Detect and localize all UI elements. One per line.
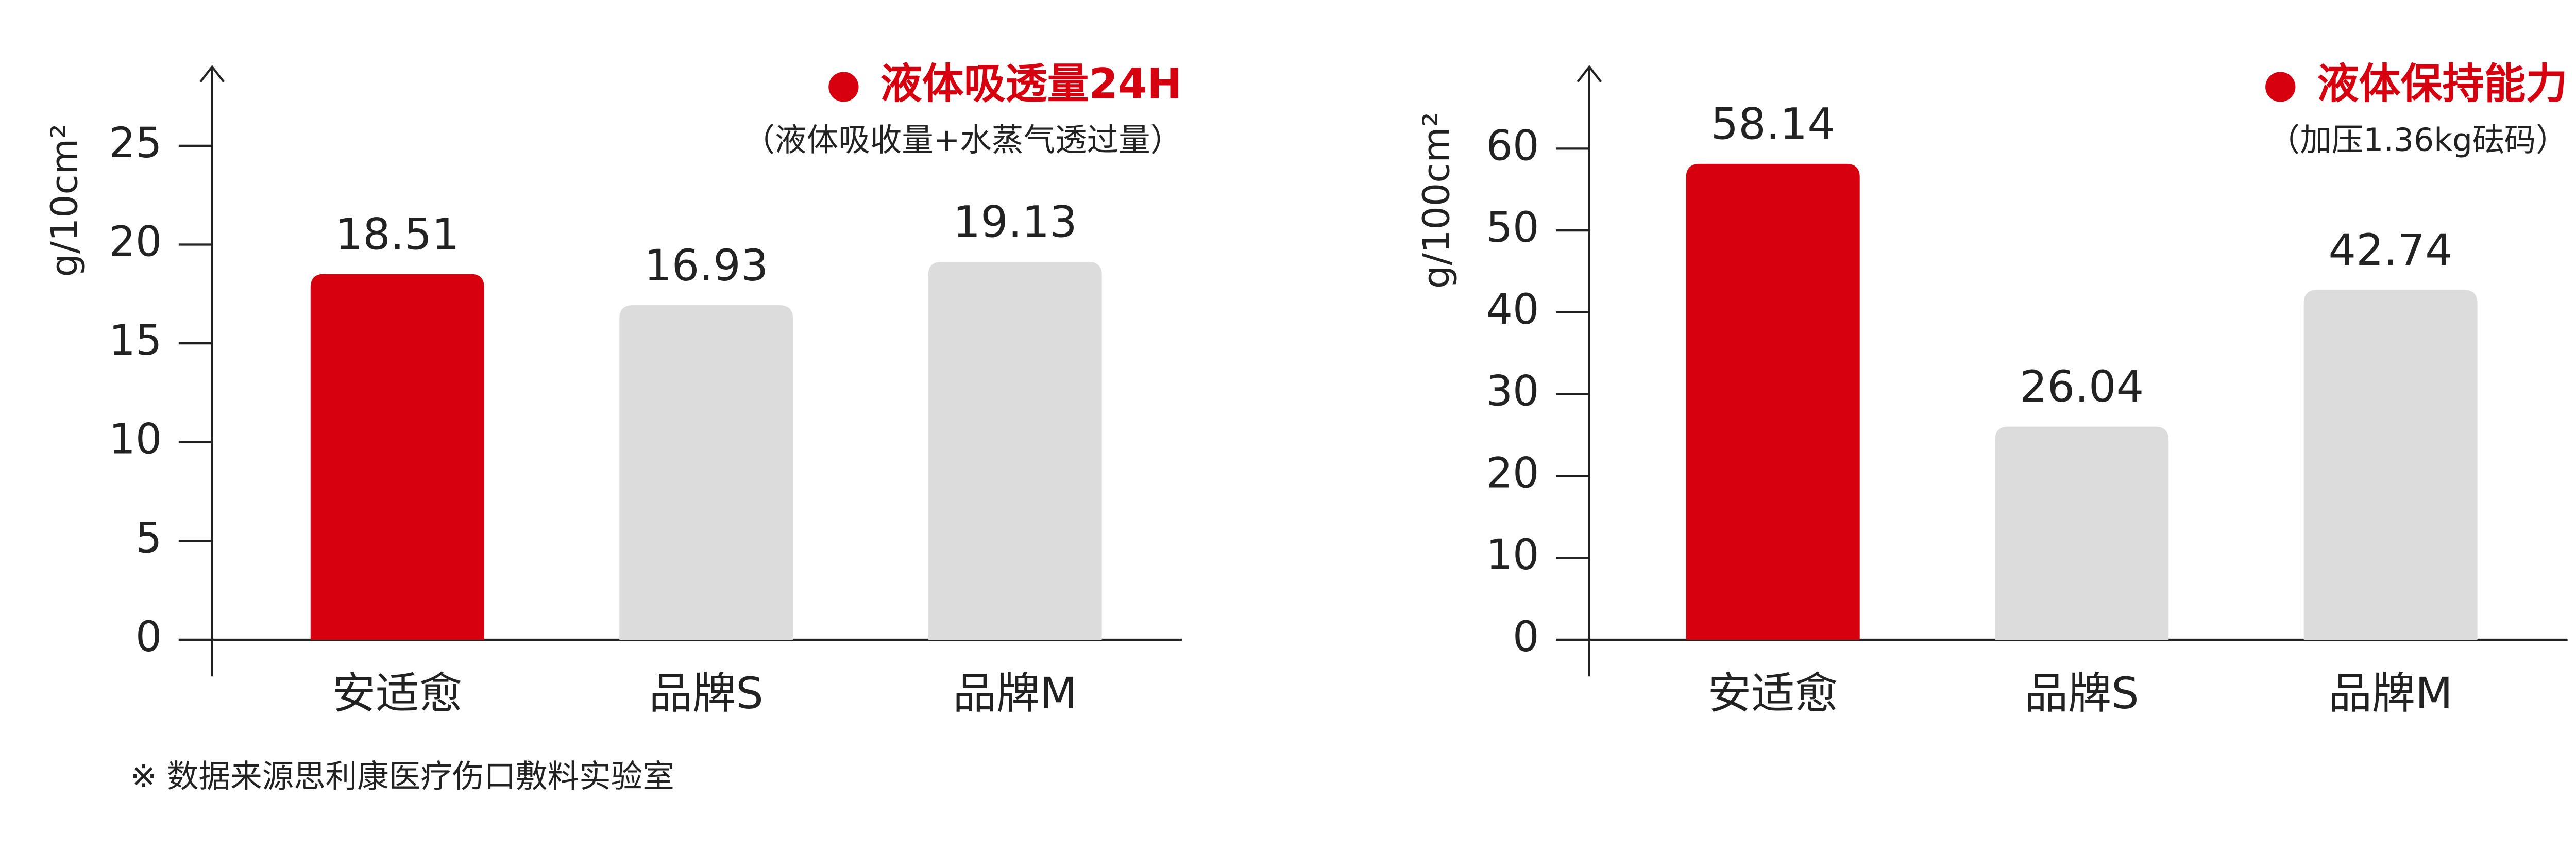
value-label: 26.04 xyxy=(2020,361,2144,412)
bar xyxy=(1995,426,2169,640)
y-tick-label: 20 xyxy=(1486,449,1539,497)
value-label: 18.51 xyxy=(335,209,460,259)
bar xyxy=(2303,290,2478,640)
footnote: ※ 数据来源思利康医疗伤口敷料实验室 xyxy=(130,758,674,795)
y-axis-label: g/10cm² xyxy=(43,124,86,277)
axis-arrow xyxy=(1577,65,1602,83)
y-tick-label: 50 xyxy=(1486,204,1539,252)
y-tick-label: 25 xyxy=(109,119,162,168)
title-dot xyxy=(828,72,859,102)
bar xyxy=(928,261,1102,640)
y-axis-label: g/100cm² xyxy=(1415,112,1458,289)
y-tick-label: 40 xyxy=(1486,286,1539,334)
y-tick-label: 15 xyxy=(109,317,162,365)
bar xyxy=(1686,163,1860,640)
value-label: 16.93 xyxy=(644,240,768,291)
y-tick-label: 60 xyxy=(1486,122,1539,170)
y-tick-label: 10 xyxy=(109,415,162,464)
bar xyxy=(310,274,484,640)
x-tick-label: 品牌M xyxy=(953,668,1077,719)
value-label: 58.14 xyxy=(1711,99,1835,149)
y-tick-label: 10 xyxy=(1486,531,1539,579)
y-tick-label: 5 xyxy=(135,514,162,562)
y-tick-label: 30 xyxy=(1486,368,1539,416)
y-tick-label: 0 xyxy=(135,613,162,661)
title-dot xyxy=(2265,72,2296,102)
x-tick-label: 品牌S xyxy=(649,668,764,719)
chart-title: 液体吸透量24H xyxy=(880,60,1182,108)
x-tick-label: 品牌S xyxy=(2025,668,2139,719)
bar xyxy=(619,305,793,640)
value-label: 42.74 xyxy=(2329,225,2453,275)
y-tick-label: 20 xyxy=(109,218,162,266)
x-tick-label: 品牌M xyxy=(2329,668,2453,719)
value-label: 19.13 xyxy=(953,197,1077,247)
chart-subtitle: （加压1.36kg砝码） xyxy=(2268,121,2568,158)
y-tick-label: 0 xyxy=(1513,613,1539,661)
x-tick-label: 安适愈 xyxy=(332,668,463,719)
axis-arrow xyxy=(199,65,225,83)
chart-subtitle: （液体吸收量+水蒸气透过量） xyxy=(743,121,1182,158)
chart-title: 液体保持能力 xyxy=(2317,60,2568,108)
x-tick-label: 安适愈 xyxy=(1708,668,1838,719)
